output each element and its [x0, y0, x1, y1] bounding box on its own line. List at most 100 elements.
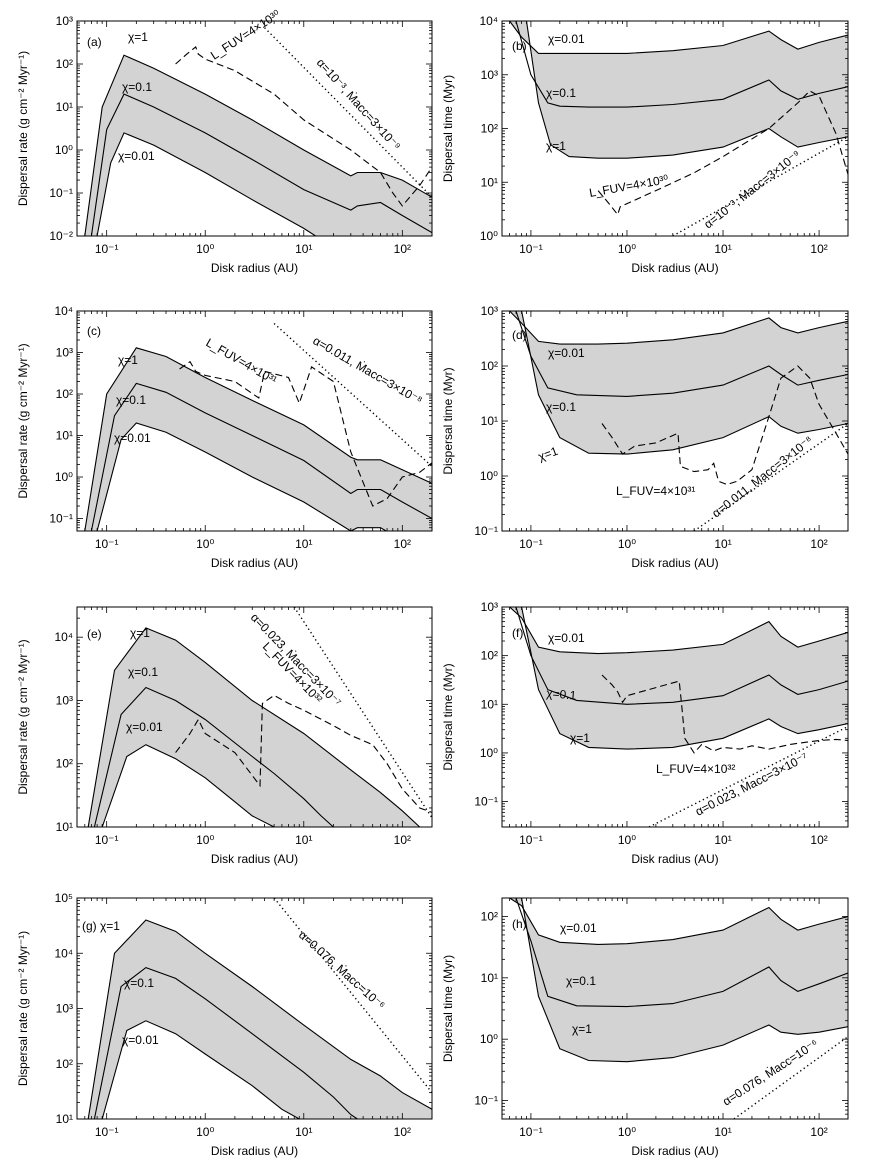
chi-curve — [509, 898, 848, 945]
plot-area — [502, 21, 848, 236]
x-tick-label: 10² — [810, 537, 827, 551]
y-axis-label: Dispersal rate (g cm⁻² Myr⁻¹) — [16, 931, 30, 1086]
x-tick-label: 10⁻¹ — [519, 1125, 543, 1139]
alpha-line — [733, 1036, 848, 1119]
chi-curve — [93, 966, 358, 1119]
chi-curve — [521, 898, 848, 1063]
y-tick-label: 10¹ — [481, 175, 498, 189]
y-tick-label: 10⁰ — [480, 469, 498, 483]
panel-b: (b) χ=0.01 χ=0.1 χ=1 L_FUV=4×10³⁰ α=10⁻³… — [441, 14, 849, 275]
y-tick-label: 10¹ — [56, 820, 73, 834]
fuv-curve — [601, 365, 848, 486]
alpha-label: α=0.011, Ṁacc=3×10⁻⁸ — [709, 433, 815, 520]
y-tick-label: 10⁴ — [54, 304, 73, 318]
x-tick-label: 10¹ — [295, 833, 312, 847]
fuv-label: L_FUV=4×10³⁰ — [588, 172, 670, 200]
x-axis-label: Disk radius (AU) — [631, 261, 718, 275]
x-tick-label: 10¹ — [714, 1125, 731, 1139]
curve-label-chi-0.1: χ=0.1 — [128, 665, 158, 679]
panel-f: (f) χ=0.01 χ=0.1 χ=1 L_FUV=4×10³² α=0.02… — [441, 600, 849, 866]
chi-band-fill — [502, 898, 848, 1062]
y-tick-label: 10⁻¹ — [474, 1094, 498, 1108]
y-tick-label: 10³ — [481, 600, 498, 614]
alpha-label: α=0.076, Ṁacc=10⁻⁶ — [720, 1036, 821, 1108]
chi-curve — [90, 93, 432, 236]
y-tick-label: 10² — [56, 757, 73, 771]
panel-h: (h) χ=0.01 χ=0.1 χ=1 α=0.076, Ṁacc=10⁻⁶ … — [441, 897, 849, 1158]
y-tick-label: 10⁰ — [55, 470, 73, 484]
y-tick-label: 10⁻¹ — [49, 186, 73, 200]
curve-label-chi-0.01: χ=0.01 — [122, 1033, 159, 1047]
curve-label-chi-0.1: χ=0.1 — [122, 80, 152, 94]
x-tick-label: 10⁰ — [196, 1125, 214, 1139]
x-tick-label: 10⁻¹ — [519, 537, 543, 551]
alpha-label: α=0.076, Ṁacc=10⁻⁶ — [296, 928, 388, 1013]
chi-curve — [96, 132, 317, 236]
x-tick-label: 10⁰ — [196, 833, 214, 847]
chi-curve — [515, 311, 848, 397]
x-tick-label: 10¹ — [295, 537, 312, 551]
plot-area — [502, 898, 848, 1119]
plot-area — [77, 27, 432, 236]
alpha-label: α=0.011, Ṁacc=3×10⁻⁸ — [311, 333, 425, 407]
axes-frame — [76, 310, 433, 532]
x-tick-label: 10⁻¹ — [519, 242, 543, 256]
y-axis-label: Dispersal time (Myr) — [441, 663, 455, 770]
x-tick-label: 10⁻¹ — [95, 833, 119, 847]
y-tick-label: 10⁰ — [55, 143, 73, 157]
x-tick-label: 10⁰ — [196, 537, 214, 551]
alpha-label: α=0.023, Ṁacc=3×10⁻⁷ — [693, 750, 810, 819]
y-tick-label: 10⁰ — [480, 1032, 498, 1046]
panel-g: (g) χ=1 χ=0.1 χ=0.01 α=0.076, Ṁacc=10⁻⁶ … — [16, 891, 433, 1158]
chi-curve — [515, 607, 848, 705]
y-axis-label: Dispersal rate (g cm⁻² Myr⁻¹) — [16, 343, 30, 498]
chi-band-fill — [77, 628, 432, 827]
chi-curve — [515, 898, 848, 1008]
x-axis-label: Disk radius (AU) — [211, 261, 298, 275]
curve-label-chi-1: χ=1 — [130, 626, 150, 640]
y-axis-label: Dispersal time (Myr) — [441, 367, 455, 474]
panel-label: (f) — [512, 626, 523, 640]
curve-label-chi-1: χ=1 — [100, 919, 120, 933]
x-axis-label: Disk radius (AU) — [631, 556, 718, 570]
panel-d: (d) χ=0.01 χ=0.1 χ=1 L_FUV=4×10³¹ α=0.01… — [441, 304, 849, 570]
y-tick-label: 10¹ — [481, 414, 498, 428]
curve-label-chi-1: χ=1 — [572, 1022, 592, 1036]
curve-label-chi-0.1: χ=0.1 — [566, 974, 596, 988]
chi-curve — [93, 686, 334, 827]
curve-label-chi-0.01: χ=0.01 — [126, 720, 163, 734]
chi-curve — [87, 627, 421, 827]
panel-label: (h) — [512, 917, 527, 931]
chi-band-fill — [502, 21, 848, 159]
y-tick-label: 10² — [56, 387, 73, 401]
curve-label-chi-0.1: χ=0.1 — [546, 686, 577, 703]
y-tick-label: 10⁻² — [49, 229, 73, 243]
curve-label-chi-0.01: χ=0.01 — [114, 431, 151, 445]
y-tick-label: 10⁻¹ — [49, 512, 73, 526]
y-tick-label: 10³ — [56, 1002, 73, 1016]
y-tick-label: 10⁴ — [479, 14, 498, 28]
y-tick-label: 10¹ — [56, 1112, 73, 1126]
y-tick-label: 10¹ — [56, 429, 73, 443]
x-tick-label: 10⁰ — [196, 242, 214, 256]
plot-area — [77, 898, 432, 1119]
curve-label-chi-1: χ=1 — [536, 444, 560, 464]
plot-area — [77, 607, 432, 827]
plot-area — [77, 322, 432, 531]
panel-c: (c) χ=1 χ=0.1 χ=0.01 L_FUV=4×10³¹ α=0.01… — [16, 304, 433, 570]
x-axis-label: Disk radius (AU) — [631, 852, 718, 866]
y-tick-label: 10⁴ — [54, 630, 73, 644]
y-tick-label: 10³ — [56, 693, 73, 707]
chi-curve — [521, 607, 848, 750]
x-tick-label: 10² — [394, 1125, 411, 1139]
axes-frame — [76, 606, 433, 828]
panel-a: (a) χ=1 χ=0.1 χ=0.01 L_FUV=4×10³⁰ α=10⁻³… — [16, 7, 433, 275]
x-tick-label: 10² — [394, 242, 411, 256]
y-tick-label: 10² — [481, 359, 498, 373]
alpha-line — [293, 607, 432, 819]
chi-band-fill — [502, 607, 848, 749]
curve-label-chi-0.1: χ=0.1 — [124, 976, 154, 990]
plot-area — [502, 311, 848, 531]
chi-curve — [87, 919, 432, 1119]
chi-band-fill — [502, 311, 848, 455]
